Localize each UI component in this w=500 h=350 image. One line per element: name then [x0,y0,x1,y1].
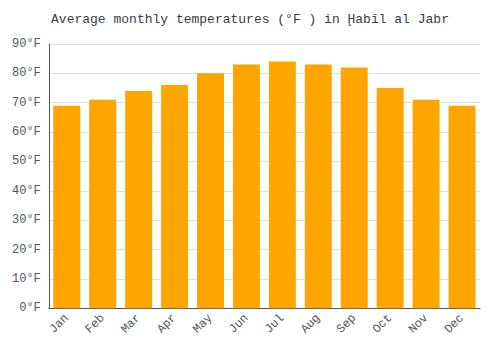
svg-text:Aug: Aug [298,311,323,336]
svg-text:May: May [190,311,215,336]
svg-text:Dec: Dec [442,311,467,336]
svg-text:Apr: Apr [154,311,179,336]
svg-text:Average monthly temperatures (: Average monthly temperatures (°F ) in Ḩa… [51,12,449,27]
svg-text:Feb: Feb [82,311,107,336]
svg-text:70°F: 70°F [12,96,41,110]
svg-text:30°F: 30°F [12,213,41,227]
svg-text:Sep: Sep [334,311,359,336]
svg-text:Mar: Mar [118,311,143,336]
svg-text:Jun: Jun [226,311,251,336]
svg-text:Jan: Jan [47,311,72,336]
svg-text:20°F: 20°F [12,243,41,257]
svg-text:60°F: 60°F [12,125,41,139]
svg-text:40°F: 40°F [12,184,41,198]
svg-text:50°F: 50°F [12,154,41,168]
svg-text:80°F: 80°F [12,66,41,80]
svg-text:10°F: 10°F [12,272,41,286]
svg-text:0°F: 0°F [19,301,41,315]
svg-text:90°F: 90°F [12,37,41,51]
svg-text:Nov: Nov [406,311,431,336]
svg-text:Jul: Jul [262,311,287,336]
svg-text:Oct: Oct [370,311,395,336]
